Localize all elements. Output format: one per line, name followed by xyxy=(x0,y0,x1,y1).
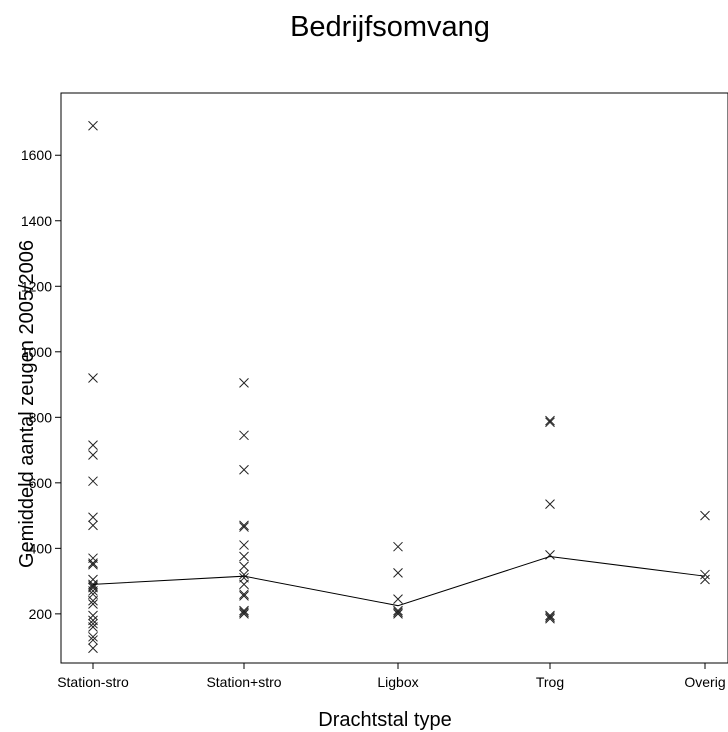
data-point xyxy=(88,476,98,487)
data-point xyxy=(393,568,403,578)
x-tick-label: Trog xyxy=(536,674,564,690)
data-point xyxy=(88,558,98,568)
y-tick-label: 1200 xyxy=(21,278,52,294)
x-axis-title: Drachtstal type xyxy=(318,709,451,731)
data-point xyxy=(88,610,98,621)
data-point xyxy=(545,613,555,624)
data-point xyxy=(239,590,249,601)
data-point xyxy=(88,599,98,609)
data-point xyxy=(700,510,710,521)
data-point xyxy=(88,586,98,596)
data-point xyxy=(545,612,555,622)
data-point xyxy=(545,417,555,428)
data-point xyxy=(88,631,98,642)
data-point xyxy=(700,574,710,585)
data-point xyxy=(239,561,249,572)
data-point xyxy=(88,120,98,131)
y-tick-label: 1000 xyxy=(21,344,52,360)
series-line xyxy=(92,556,706,607)
data-point xyxy=(545,610,555,621)
y-tick-label: 800 xyxy=(29,409,53,425)
y-tick-label: 400 xyxy=(29,540,53,556)
data-point xyxy=(700,569,710,580)
x-tick-label: Overig xyxy=(684,674,725,690)
data-point xyxy=(239,607,249,618)
chart-title: Bedrijfsomvang xyxy=(290,11,490,43)
mean-line-series xyxy=(92,556,706,607)
y-tick-label: 1400 xyxy=(21,213,52,229)
data-point xyxy=(88,581,98,591)
x-tick-label: Station+stro xyxy=(206,674,281,690)
data-point xyxy=(393,541,403,552)
data-point xyxy=(88,520,98,531)
data-point xyxy=(88,559,98,570)
data-point xyxy=(88,512,98,523)
data-point xyxy=(239,569,249,580)
data-point xyxy=(239,605,249,616)
data-point xyxy=(88,618,98,629)
data-point xyxy=(239,430,249,441)
data-point xyxy=(88,595,98,606)
y-tick-label: 600 xyxy=(29,475,53,491)
data-point xyxy=(239,464,249,475)
y-tick-label: 200 xyxy=(29,606,53,622)
data-point xyxy=(88,643,98,654)
x-axis: Station-stro Station+stro Ligbox Trog Overig xyxy=(57,663,726,690)
data-point xyxy=(88,450,98,460)
data-point xyxy=(393,609,403,619)
data-point xyxy=(393,605,403,616)
data-point xyxy=(545,415,555,426)
y-axis: 200 400 600 800 1000 1200 1400 1600 xyxy=(21,147,61,622)
data-point xyxy=(239,579,249,590)
data-point xyxy=(545,499,555,509)
data-point xyxy=(239,522,249,532)
y-axis-title: Gemiddeld aantal zeugen 2005/2006 xyxy=(16,240,38,568)
data-point xyxy=(239,520,249,531)
x-tick-label: Station-stro xyxy=(57,674,129,690)
data-point xyxy=(239,589,249,600)
data-point xyxy=(239,540,249,550)
y-tick-label: 1600 xyxy=(21,147,52,163)
data-points xyxy=(88,120,710,654)
data-point xyxy=(239,378,249,388)
data-point xyxy=(88,635,98,645)
data-point xyxy=(393,594,403,604)
data-point xyxy=(88,373,98,383)
x-tick-label: Ligbox xyxy=(377,674,418,690)
data-point xyxy=(88,440,98,451)
data-point xyxy=(239,551,249,562)
data-point xyxy=(239,609,249,619)
plot-frame xyxy=(60,92,728,664)
data-point xyxy=(88,622,98,632)
data-point xyxy=(393,607,403,618)
